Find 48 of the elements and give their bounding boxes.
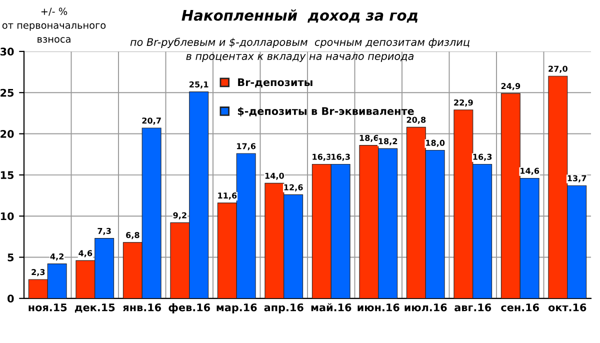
data-label: 14,6 xyxy=(520,168,540,175)
data-label: 18,2 xyxy=(378,138,398,146)
x-tick-label: окт.16 xyxy=(548,303,586,312)
y-tick-label: 20 xyxy=(0,130,14,138)
data-label: 2,3 xyxy=(32,269,45,276)
data-label: 16,3 xyxy=(332,154,350,161)
y-tick-label: 30 xyxy=(0,48,14,56)
data-label: 24,9 xyxy=(501,83,520,90)
data-label: 7,3 xyxy=(98,228,111,236)
x-tick-label: янв.16 xyxy=(122,303,162,312)
x-tick-label: сен.16 xyxy=(501,303,540,312)
chart-title: Накопленный доход за год xyxy=(182,9,418,23)
legend-label: Br-депозиты xyxy=(238,78,312,88)
data-label: 20,8 xyxy=(406,116,426,124)
data-label: 27,0 xyxy=(548,66,568,73)
x-tick-label: ноя.15 xyxy=(28,304,67,312)
chart-subtitle: по Br-рублевым и $-долларовым срочным депозитам физлиц в процентах к вкладу на начало периода xyxy=(130,38,470,62)
data-label: 14,0 xyxy=(265,172,284,180)
data-label: 4,2 xyxy=(50,253,64,261)
data-label: 18,6 xyxy=(360,134,378,142)
x-tick-label: май.16 xyxy=(311,303,352,312)
data-label: 20,7 xyxy=(142,118,161,125)
y-tick-label: 5 xyxy=(8,254,14,262)
data-label: 4,6 xyxy=(78,250,92,258)
data-label: 12,6 xyxy=(284,184,303,192)
data-label: 16,3 xyxy=(312,154,331,161)
x-tick-label: дек.15 xyxy=(74,304,115,313)
x-tick-label: июл.16 xyxy=(404,303,447,312)
data-label: 13,7 xyxy=(568,175,586,182)
x-tick-label: фев.16 xyxy=(168,303,210,314)
x-tick-label: авг.16 xyxy=(454,303,492,312)
data-label: 16,3 xyxy=(473,154,492,161)
x-tick-label: июн.16 xyxy=(358,303,400,312)
data-label: 22,9 xyxy=(454,99,473,107)
x-tick-label: апр.16 xyxy=(264,303,304,314)
data-label: 18,0 xyxy=(426,140,445,147)
data-label: 6,8 xyxy=(126,232,140,240)
y-tick-label: 15 xyxy=(0,171,14,180)
y-axis-title: +/- % от первоначального взноса xyxy=(2,8,106,43)
legend-label: $-депозиты в Br-эквиваленте xyxy=(238,106,414,116)
y-tick-label: 25 xyxy=(0,88,14,97)
data-label: 25,1 xyxy=(190,81,208,88)
data-label: 9,2 xyxy=(173,212,186,220)
data-label: 11,6 xyxy=(218,192,237,200)
data-label: 17,6 xyxy=(237,143,256,150)
x-tick-label: мар.16 xyxy=(216,303,257,314)
y-tick-label: 0 xyxy=(8,294,14,303)
y-tick-label: 10 xyxy=(0,212,14,220)
